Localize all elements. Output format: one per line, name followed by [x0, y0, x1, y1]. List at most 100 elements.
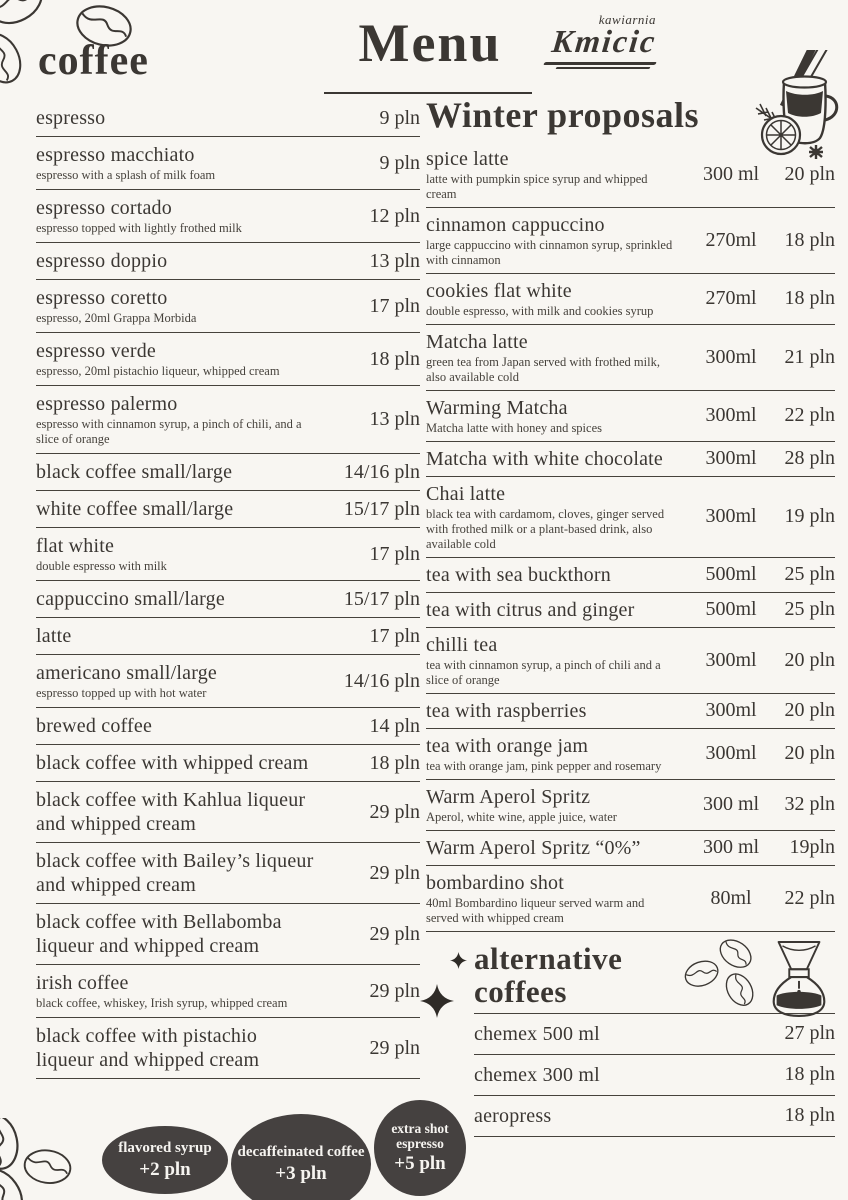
item-description: black tea with cardamom, cloves, ginger … — [426, 506, 665, 551]
item-price: 15/17 pln — [343, 587, 420, 610]
item-name: espresso palermo — [36, 393, 178, 415]
menu-item-row: tea with raspberries 300ml 20 pln — [426, 694, 835, 729]
item-name: espresso — [36, 107, 106, 129]
item-description: espresso topped with lightly frothed mil… — [36, 221, 242, 235]
item-description: Aperol, white wine, apple juice, water — [426, 809, 617, 824]
item-price: 17 pln — [369, 624, 420, 647]
menu-item-row: espresso doppio 13 pln — [36, 243, 420, 280]
item-name: Warm Aperol Spritz — [426, 785, 591, 808]
menu-item-row: chilli tea tea with cinnamon syrup, a pin… — [426, 628, 835, 694]
item-name: Matcha latte — [426, 330, 528, 353]
item-description: double espresso with milk — [36, 559, 167, 573]
flavored-syrup-badge: flavored syrup +2 pln — [102, 1126, 228, 1194]
item-description: espresso, 20ml pistachio liqueur, whippe… — [36, 364, 280, 378]
menu-item-row: chemex 500 ml 27 pln — [474, 1014, 835, 1055]
page-title: Menu — [358, 13, 502, 73]
menu-item-row: black coffee small/large 14/16 pln — [36, 454, 420, 491]
logo-kmicic-text: Kmicic — [549, 23, 658, 59]
item-name: black coffee with Bailey’s liqueur and w… — [36, 850, 314, 896]
item-name: spice latte — [426, 147, 509, 170]
menu-item-row: espresso palermo espresso with cinnamon s… — [36, 386, 420, 454]
item-price: 13 pln — [369, 249, 420, 272]
item-name: americano small/large — [36, 662, 217, 684]
badge-price: +2 pln — [139, 1158, 191, 1180]
item-name: black coffee with Bellabomba liqueur and… — [36, 911, 282, 957]
item-price: 17 pln — [369, 294, 420, 317]
menu-item-row: Chai latte black tea with cardamom, clove… — [426, 477, 835, 558]
menu-item-row: tea with sea buckthorn 500ml 25 pln — [426, 558, 835, 593]
menu-item-row: espresso verde espresso, 20ml pistachio l… — [36, 333, 420, 386]
item-volume: 300ml — [705, 345, 757, 368]
logo-flourish — [555, 67, 651, 69]
item-volume: 300ml — [705, 699, 757, 722]
menu-item-row: bombardino shot 40ml Bombardino liqueur s… — [426, 866, 835, 932]
alternative-section: alternative coffees — [474, 932, 835, 1137]
item-price: 14/16 pln — [343, 669, 420, 692]
item-price: 25 pln — [784, 598, 835, 621]
sparkle-icon — [420, 984, 454, 1018]
menu-item-row: spice latte latte with pumpkin spice syru… — [426, 142, 835, 208]
menu-item-row: tea with citrus and ginger 500ml 25 pln — [426, 593, 835, 628]
menu-item-row: cinnamon cappuccino large cappuccino with… — [426, 208, 835, 274]
sparkle-icon — [450, 952, 467, 969]
item-name: tea with sea buckthorn — [426, 563, 611, 586]
item-volume: 300 ml — [702, 836, 760, 859]
menu-item-row: white coffee small/large 15/17 pln — [36, 491, 420, 528]
brand-logo: kawiarnia Kmicic — [540, 12, 658, 69]
item-name: black coffee with whipped cream — [36, 752, 309, 774]
item-name: espresso macchiato — [36, 144, 195, 166]
item-price: 18 pln — [784, 1063, 835, 1086]
item-description: green tea from Japan served with frothed… — [426, 354, 660, 384]
menu-item-row: americano small/large espresso topped up … — [36, 655, 420, 708]
coffee-section-title: coffee — [38, 38, 149, 84]
item-volume: 300 ml — [702, 162, 760, 185]
item-name: espresso coretto — [36, 287, 168, 309]
item-name: tea with citrus and ginger — [426, 598, 635, 621]
item-volume: 300ml — [705, 742, 757, 765]
menu-item-row: Warming Matcha Matcha latte with honey an… — [426, 391, 835, 442]
item-name: chilli tea — [426, 633, 498, 656]
menu-item-row: black coffee with pistachio liqueur and … — [36, 1018, 420, 1079]
item-description: espresso topped up with hot water — [36, 686, 207, 700]
logo-flourish — [543, 62, 657, 65]
menu-item-row: black coffee with Bailey’s liqueur and w… — [36, 843, 420, 904]
menu-item-row: black coffee with Bellabomba liqueur and… — [36, 904, 420, 965]
item-volume: 300ml — [705, 648, 757, 671]
item-description: large cappuccino with cinnamon syrup, sp… — [426, 237, 673, 267]
item-name: espresso doppio — [36, 250, 168, 272]
item-price: 14/16 pln — [343, 460, 420, 483]
item-volume: 270ml — [705, 228, 757, 251]
item-name: cappuccino small/large — [36, 588, 225, 610]
menu-item-row: black coffee with Kahlua liqueur and whi… — [36, 782, 420, 843]
item-price: 18 pln — [784, 1104, 835, 1127]
item-name: black coffee with pistachio liqueur and … — [36, 1025, 260, 1071]
menu-item-row: espresso 9 pln — [36, 100, 420, 137]
item-name: espresso verde — [36, 340, 156, 362]
menu-item-row: irish coffee black coffee, whiskey, Irish… — [36, 965, 420, 1018]
item-description: double espresso, with milk and cookies s… — [426, 303, 654, 318]
menu-underline — [324, 92, 532, 94]
menu-item-row: latte 17 pln — [36, 618, 420, 655]
menu-item-row: espresso macchiato espresso with a splash… — [36, 137, 420, 190]
item-description: espresso, 20ml Grappa Morbida — [36, 311, 197, 325]
menu-item-row: aeropress 18 pln — [474, 1096, 835, 1137]
item-name: Matcha with white chocolate — [426, 447, 663, 470]
coffee-section: espresso 9 pln espresso macchiato espresso … — [36, 100, 420, 1079]
badge-label: flavored syrup — [118, 1139, 212, 1156]
item-price: 18 pln — [369, 751, 420, 774]
item-name: Warm Aperol Spritz “0%” — [426, 836, 641, 859]
menu-item-row: espresso cortado espresso topped with lig… — [36, 190, 420, 243]
item-price: 9 pln — [379, 106, 420, 129]
menu-item-row: tea with orange jam tea with orange jam, … — [426, 729, 835, 780]
item-price: 19pln — [789, 836, 835, 859]
item-price: 19 pln — [784, 505, 835, 528]
item-volume: 300 ml — [702, 793, 760, 816]
item-description: tea with cinnamon syrup, a pinch of chil… — [426, 657, 661, 687]
item-volume: 300ml — [705, 404, 757, 427]
item-name: Warming Matcha — [426, 396, 568, 419]
decaffeinated-coffee-badge: decaffeinated coffee +3 pln — [231, 1114, 371, 1200]
menu-item-row: Warm Aperol Spritz “0%” 300 ml 19pln — [426, 831, 835, 866]
item-price: 28 pln — [784, 447, 835, 470]
item-name: tea with raspberries — [426, 699, 587, 722]
item-price: 15/17 pln — [343, 497, 420, 520]
